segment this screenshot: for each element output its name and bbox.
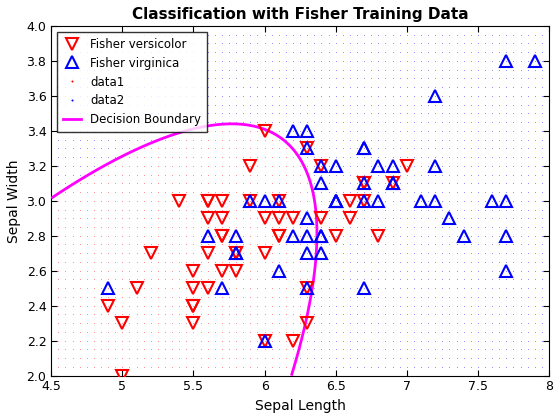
X-axis label: Sepal Length: Sepal Length: [255, 399, 346, 413]
Title: Classification with Fisher Training Data: Classification with Fisher Training Data: [132, 7, 469, 22]
Y-axis label: Sepal Width: Sepal Width: [7, 159, 21, 242]
Legend: Fisher versicolor, Fisher virginica, data1, data2, Decision Boundary: Fisher versicolor, Fisher virginica, dat…: [57, 32, 207, 132]
